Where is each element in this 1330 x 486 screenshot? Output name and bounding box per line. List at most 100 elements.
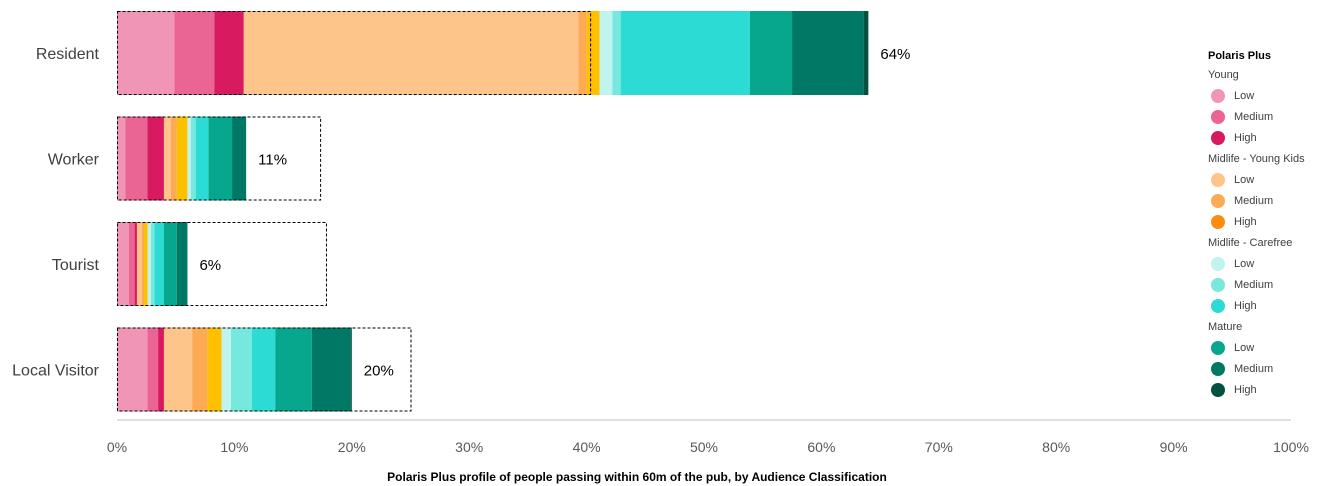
bar-segment: [144, 222, 148, 306]
bar-segment: [151, 222, 155, 306]
legend-swatch: [1211, 341, 1225, 355]
category-label: Resident: [36, 46, 100, 63]
bar-segment: [141, 222, 145, 306]
x-tick-label: 20%: [338, 439, 366, 455]
bar-segment: [214, 11, 244, 95]
category-label: Worker: [48, 152, 100, 169]
bar-segment: [192, 327, 208, 412]
x-tick-label: 0%: [107, 439, 127, 455]
legend-group-label: Midlife - Young Kids: [1208, 153, 1305, 165]
bar-segment: [117, 116, 126, 201]
total-label: 11%: [258, 152, 287, 169]
x-tick-label: 60%: [807, 439, 835, 455]
legend-item-label: Medium: [1234, 195, 1274, 207]
bar-outline: [117, 116, 322, 201]
bar-segment: [792, 11, 864, 95]
legend-title: Polaris Plus: [1208, 50, 1271, 62]
x-tick-label: 10%: [220, 439, 248, 455]
legend-item-label: Low: [1234, 174, 1255, 186]
bar-segment: [230, 327, 253, 412]
bar-segment: [128, 222, 135, 306]
legend-item: High: [1208, 215, 1328, 236]
bar-segment: [311, 327, 351, 412]
x-axis-label: Polaris Plus profile of people passing w…: [387, 470, 887, 484]
legend-item-label: High: [1234, 216, 1257, 228]
legend-swatch: [1211, 299, 1225, 313]
bar-segment: [136, 222, 142, 306]
legend-swatch: [1211, 110, 1225, 124]
x-tick-label: 80%: [1042, 439, 1070, 455]
bar-segment: [275, 327, 312, 412]
bar-segment: [187, 116, 191, 201]
bar-segment: [586, 11, 600, 95]
bar-segment: [749, 11, 793, 95]
legend-swatch: [1211, 131, 1225, 145]
bar-segment: [163, 116, 172, 201]
total-label: 64%: [880, 46, 910, 63]
legend-item-label: Low: [1234, 342, 1255, 354]
bar-segment: [171, 116, 177, 201]
legend-item: Low: [1208, 173, 1328, 194]
bar-segment: [176, 222, 188, 306]
bar-segment: [176, 116, 188, 201]
bar-segment: [350, 327, 352, 412]
legend-item: Medium: [1208, 194, 1328, 215]
legend-item: Medium: [1208, 362, 1328, 383]
legend-item: Medium: [1208, 278, 1328, 299]
x-tick-label: 100%: [1273, 439, 1309, 455]
bar-segment: [163, 222, 177, 306]
total-label: 20%: [364, 363, 394, 380]
legend-item-label: High: [1234, 300, 1257, 312]
bar-outline: [117, 11, 592, 95]
total-label: 6%: [199, 257, 221, 274]
legend-item-label: High: [1234, 384, 1257, 396]
legend-item: High: [1208, 383, 1328, 404]
x-axis: 0% 10% 20% 30% 40% 50% 60% 70% 80% 90% 100%: [107, 419, 1309, 455]
bar-segment: [117, 327, 148, 412]
x-tick-label: 30%: [455, 439, 483, 455]
legend-body: Young Low Medium High Midlife - Young Kids Lo…: [1208, 68, 1328, 404]
bar-segment: [599, 11, 613, 95]
bar-segment: [207, 327, 222, 412]
bar-segment: [147, 327, 159, 412]
bar-segment: [163, 327, 193, 412]
category-labels: Resident Worker Tourist Local Visitor: [12, 46, 100, 380]
bar-segment: [154, 222, 164, 306]
legend-group-label: Midlife - Carefree: [1208, 237, 1293, 249]
category-label: Local Visitor: [12, 363, 100, 380]
outlines-layer: [117, 11, 592, 412]
bar-segment: [147, 222, 152, 306]
bar-segment: [174, 11, 215, 95]
bar-segment: [134, 222, 137, 306]
legend-group-label: Young: [1208, 69, 1239, 81]
bar-segment: [620, 11, 750, 95]
legend-item-label: Medium: [1234, 111, 1274, 123]
legend-item: Medium: [1208, 110, 1328, 131]
legend-item: High: [1208, 131, 1328, 152]
bar-segment: [863, 11, 869, 95]
x-tick-label: 90%: [1160, 439, 1188, 455]
bar-segment: [158, 327, 164, 412]
bar-segment: [125, 116, 148, 201]
bar-segment: [117, 11, 175, 95]
bar-segment: [190, 116, 196, 201]
legend-item: Low: [1208, 89, 1328, 110]
bar-segment: [612, 11, 621, 95]
bar-segment: [578, 11, 587, 95]
legend-swatch: [1211, 383, 1225, 397]
legend-swatch: [1211, 215, 1225, 229]
legend-swatch: [1211, 362, 1225, 376]
legend: Polaris Plus Young Low Medium High Midlife -…: [1208, 50, 1328, 404]
legend-item: Low: [1208, 257, 1328, 278]
bar-segment: [252, 327, 276, 412]
bar-segment: [195, 116, 209, 201]
x-tick-label: 70%: [925, 439, 953, 455]
legend-item-label: Low: [1234, 90, 1255, 102]
x-tick-label: 50%: [690, 439, 718, 455]
legend-swatch: [1211, 173, 1225, 187]
legend-item-label: Low: [1234, 258, 1255, 270]
legend-swatch: [1211, 194, 1225, 208]
x-tick-label: 40%: [573, 439, 601, 455]
legend-item-label: Medium: [1234, 279, 1274, 291]
bar-segment: [232, 116, 247, 201]
